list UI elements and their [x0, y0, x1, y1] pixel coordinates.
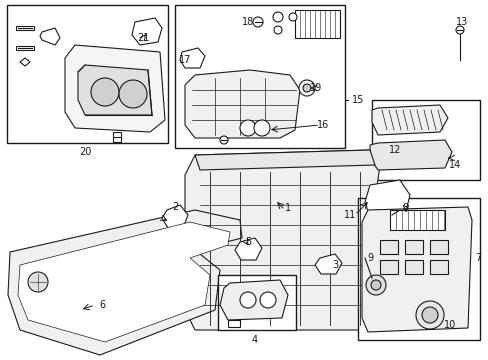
Text: 10: 10: [443, 320, 455, 330]
Text: 14: 14: [448, 160, 460, 170]
Text: 20: 20: [79, 147, 91, 157]
Circle shape: [240, 292, 256, 308]
Circle shape: [91, 78, 119, 106]
Circle shape: [298, 80, 314, 96]
Polygon shape: [162, 205, 187, 228]
Bar: [16, 46, 34, 50]
Text: 1: 1: [285, 203, 290, 213]
Text: 7: 7: [474, 253, 480, 263]
Circle shape: [272, 12, 283, 22]
Circle shape: [370, 280, 380, 290]
Polygon shape: [195, 150, 374, 170]
Text: 6: 6: [99, 300, 105, 310]
Circle shape: [421, 307, 437, 323]
Polygon shape: [184, 150, 379, 330]
Polygon shape: [18, 222, 229, 342]
Circle shape: [252, 17, 263, 27]
Polygon shape: [235, 238, 262, 260]
Text: 3: 3: [331, 260, 337, 270]
Polygon shape: [180, 48, 204, 68]
Text: 5: 5: [244, 237, 251, 247]
Circle shape: [220, 136, 227, 144]
Bar: [404, 240, 422, 254]
Polygon shape: [78, 65, 152, 115]
Text: 21: 21: [137, 33, 149, 43]
Polygon shape: [364, 180, 409, 218]
Bar: [113, 132, 121, 142]
Bar: [389, 210, 444, 230]
Polygon shape: [8, 210, 242, 355]
Bar: [294, 10, 339, 38]
Circle shape: [253, 120, 269, 136]
Text: 13: 13: [455, 17, 467, 27]
Bar: [175, 5, 345, 148]
Polygon shape: [20, 58, 30, 66]
Circle shape: [240, 120, 256, 136]
Polygon shape: [371, 105, 447, 135]
Polygon shape: [184, 70, 299, 138]
Bar: [16, 26, 34, 30]
Text: 8: 8: [401, 203, 407, 213]
Text: 15: 15: [351, 95, 364, 105]
Bar: [357, 198, 479, 340]
Circle shape: [365, 275, 385, 295]
Text: 2: 2: [171, 202, 178, 212]
Polygon shape: [314, 254, 341, 274]
Text: 16: 16: [316, 120, 328, 130]
Text: 11: 11: [343, 210, 355, 220]
Polygon shape: [40, 28, 60, 45]
Text: 9: 9: [366, 253, 372, 263]
Circle shape: [260, 292, 275, 308]
Circle shape: [455, 26, 463, 34]
Circle shape: [119, 80, 147, 108]
Circle shape: [415, 301, 443, 329]
Bar: [218, 275, 295, 330]
Circle shape: [273, 26, 282, 34]
Polygon shape: [220, 280, 287, 320]
Polygon shape: [369, 140, 451, 170]
Bar: [429, 240, 447, 254]
Bar: [7, 5, 168, 143]
Polygon shape: [132, 18, 162, 45]
Polygon shape: [361, 207, 471, 332]
Bar: [379, 240, 397, 254]
Bar: [227, 320, 240, 327]
Text: 4: 4: [251, 335, 258, 345]
Bar: [429, 260, 447, 274]
Circle shape: [28, 272, 48, 292]
Text: 19: 19: [309, 83, 322, 93]
Circle shape: [288, 13, 296, 21]
Circle shape: [303, 84, 310, 92]
Text: 12: 12: [388, 145, 400, 155]
Text: 18: 18: [242, 17, 254, 27]
Bar: [379, 260, 397, 274]
Polygon shape: [65, 45, 164, 132]
Bar: [404, 260, 422, 274]
Bar: [371, 100, 479, 180]
Text: 17: 17: [179, 55, 191, 65]
